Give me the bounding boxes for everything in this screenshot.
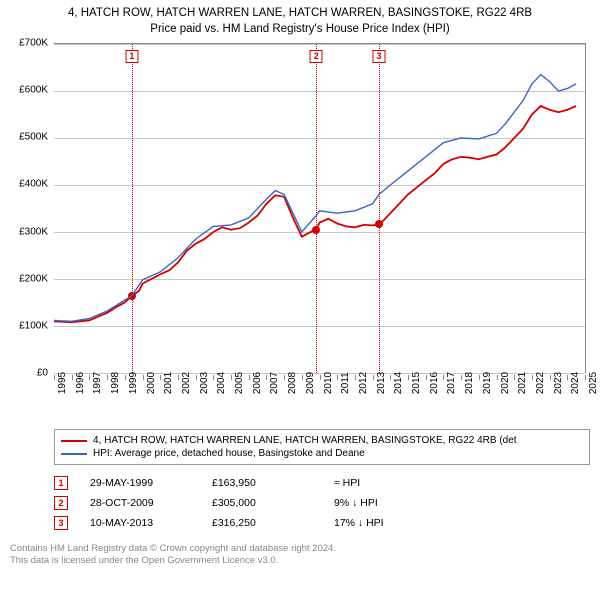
y-axis: £0£100K£200K£300K£400K£500K£600K£700K [10, 43, 52, 373]
sales-marker-box: 3 [54, 516, 68, 530]
y-tick-label: £200K [19, 273, 48, 284]
title-line2: Price paid vs. HM Land Registry's House … [10, 22, 590, 38]
x-tick-mark [585, 375, 586, 380]
x-tick-mark [320, 375, 321, 380]
series-price_paid [54, 106, 576, 322]
legend-swatch [61, 440, 87, 442]
series-hpi [54, 75, 576, 322]
x-tick-mark [125, 375, 126, 380]
y-tick-label: £700K [19, 38, 48, 49]
legend: 4, HATCH ROW, HATCH WARREN LANE, HATCH W… [54, 429, 590, 465]
x-tick-mark [107, 375, 108, 380]
x-tick-mark [514, 375, 515, 380]
x-tick-mark [160, 375, 161, 380]
sales-date: 28-OCT-2009 [90, 497, 190, 509]
sales-price: £305,000 [212, 497, 312, 509]
x-tick-mark [426, 375, 427, 380]
x-tick-mark [355, 375, 356, 380]
sales-delta: 9% ↓ HPI [334, 497, 378, 509]
y-tick-label: £300K [19, 226, 48, 237]
sales-marker-box: 2 [54, 496, 68, 510]
sales-row: 1 29-MAY-1999 £163,950 ≈ HPI [54, 473, 590, 493]
sales-table: 1 29-MAY-1999 £163,950 ≈ HPI 2 28-OCT-2009 £30… [54, 473, 590, 533]
legend-label: 4, HATCH ROW, HATCH WARREN LANE, HATCH W… [93, 435, 517, 446]
legend-swatch [61, 453, 87, 455]
y-tick-label: £500K [19, 132, 48, 143]
x-tick-mark [196, 375, 197, 380]
x-tick-mark [567, 375, 568, 380]
chart-area: £0£100K£200K£300K£400K£500K£600K£700K 12… [10, 43, 590, 423]
x-tick-mark [443, 375, 444, 380]
sales-date: 10-MAY-2013 [90, 517, 190, 529]
x-tick-mark [550, 375, 551, 380]
y-tick-label: £100K [19, 320, 48, 331]
x-tick-mark [89, 375, 90, 380]
footer-attribution: Contains HM Land Registry data © Crown c… [10, 543, 590, 568]
sales-row: 2 28-OCT-2009 £305,000 9% ↓ HPI [54, 493, 590, 513]
title-line1: 4, HATCH ROW, HATCH WARREN LANE, HATCH W… [10, 6, 590, 22]
sales-price: £316,250 [212, 517, 312, 529]
x-tick-mark [373, 375, 374, 380]
x-tick-mark [479, 375, 480, 380]
chart-title-block: 4, HATCH ROW, HATCH WARREN LANE, HATCH W… [0, 0, 600, 39]
x-tick-mark [54, 375, 55, 380]
x-tick-mark [461, 375, 462, 380]
x-tick-mark [284, 375, 285, 380]
x-tick-mark [408, 375, 409, 380]
y-tick-label: £400K [19, 179, 48, 190]
legend-row: HPI: Average price, detached house, Basi… [61, 447, 583, 460]
x-tick-mark [213, 375, 214, 380]
x-tick-mark [72, 375, 73, 380]
x-tick-mark [143, 375, 144, 380]
sales-delta: 17% ↓ HPI [334, 517, 384, 529]
x-tick-mark [497, 375, 498, 380]
x-tick-mark [302, 375, 303, 380]
x-tick-mark [532, 375, 533, 380]
sales-date: 29-MAY-1999 [90, 477, 190, 489]
y-tick-label: £0 [37, 368, 48, 379]
x-tick-mark [231, 375, 232, 380]
sales-delta: ≈ HPI [334, 477, 360, 489]
x-tick-mark [266, 375, 267, 380]
x-tick-mark [337, 375, 338, 380]
legend-row: 4, HATCH ROW, HATCH WARREN LANE, HATCH W… [61, 434, 583, 447]
x-tick-mark [178, 375, 179, 380]
x-tick-mark [249, 375, 250, 380]
y-tick-label: £600K [19, 85, 48, 96]
line-series-svg [54, 44, 585, 373]
footer-line1: Contains HM Land Registry data © Crown c… [10, 543, 590, 555]
x-axis: 1995199619971998199920002001200220032004… [54, 375, 586, 423]
x-tick-mark [390, 375, 391, 380]
plot-region: 123 [54, 43, 586, 373]
x-tick-label: 2025 [588, 372, 600, 394]
sales-marker-box: 1 [54, 476, 68, 490]
sales-price: £163,950 [212, 477, 312, 489]
sales-row: 3 10-MAY-2013 £316,250 17% ↓ HPI [54, 513, 590, 533]
legend-label: HPI: Average price, detached house, Basi… [93, 448, 365, 459]
footer-line2: This data is licensed under the Open Gov… [10, 555, 590, 567]
